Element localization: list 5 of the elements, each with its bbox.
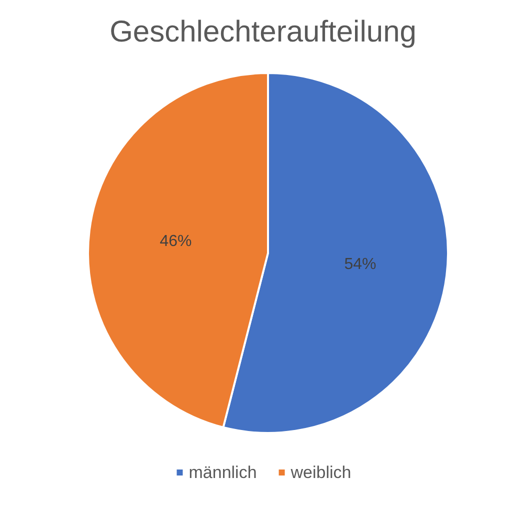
data-label: 46% — [160, 232, 192, 250]
chart-title: Geschlechteraufteilung — [110, 16, 416, 48]
data-label: 54% — [344, 256, 376, 274]
legend-label: männlich — [188, 463, 257, 482]
legend-label: weiblich — [290, 463, 352, 482]
